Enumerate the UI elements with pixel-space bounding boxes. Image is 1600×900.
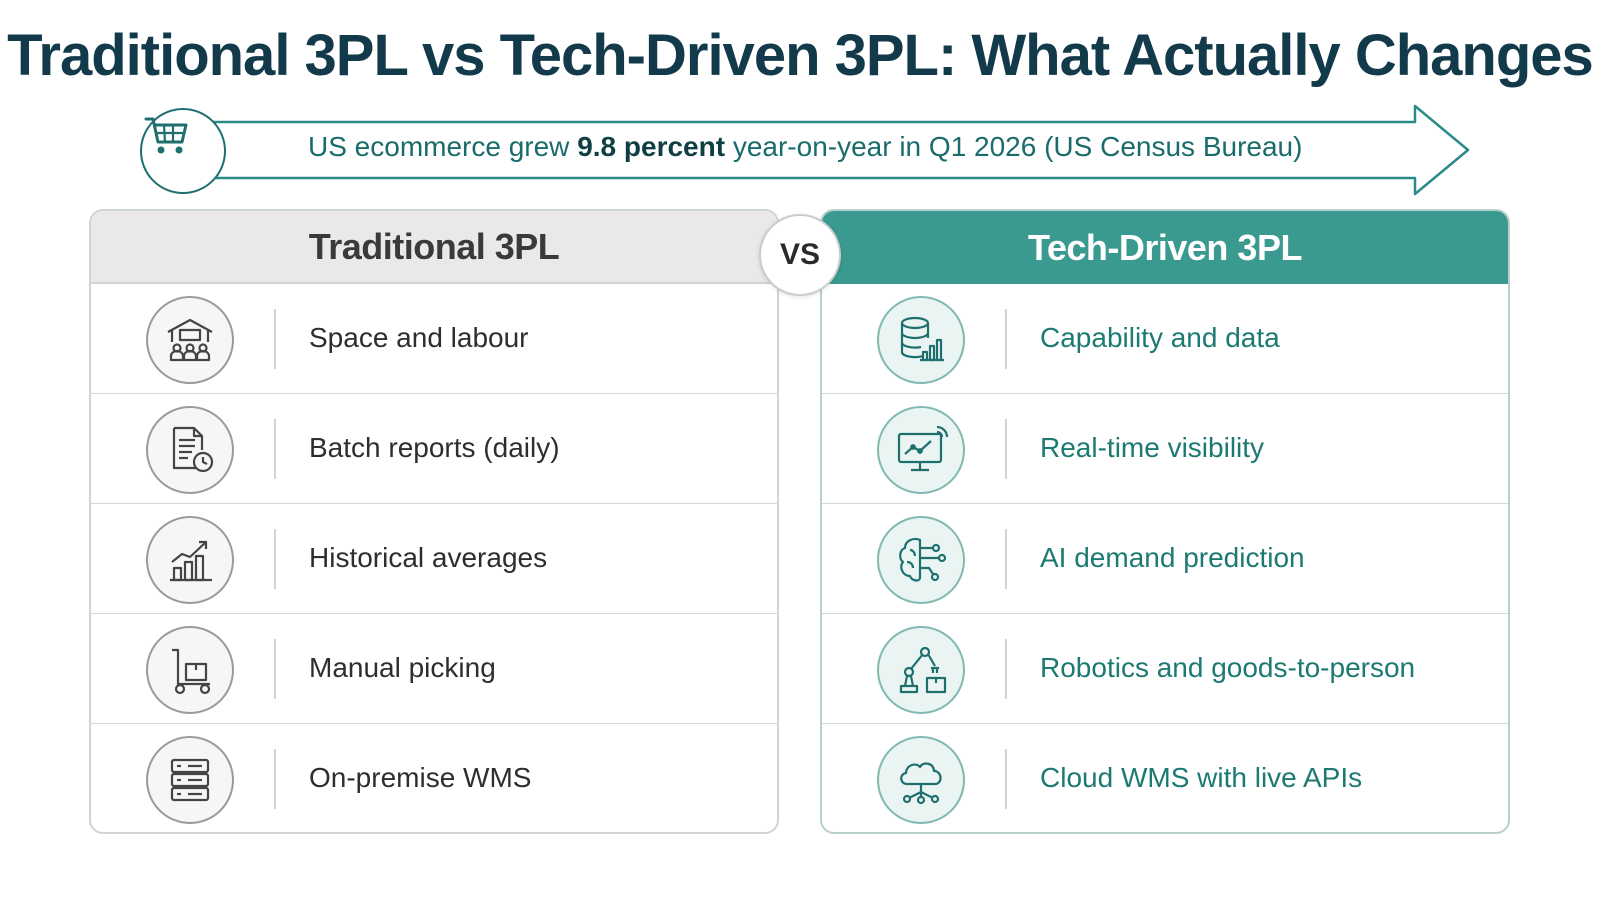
- row-divider: [1005, 639, 1007, 699]
- traditional-heading: Traditional 3PL: [91, 211, 777, 284]
- row-label: Cloud WMS with live APIs: [1040, 762, 1363, 793]
- banner-arrow: [183, 104, 1470, 196]
- row-divider: [1005, 309, 1007, 369]
- row-label: AI demand prediction: [1040, 542, 1305, 573]
- shopping-cart-icon: [140, 108, 226, 194]
- page-title: Traditional 3PL vs Tech-Driven 3PL: What…: [7, 23, 1594, 88]
- row-divider: [274, 309, 276, 369]
- row-divider: [274, 419, 276, 479]
- row-divider: [1005, 529, 1007, 589]
- list-item: AI demand prediction: [822, 504, 1508, 614]
- row-label: Space and labour: [309, 322, 529, 353]
- row-label: Robotics and goods-to-person: [1040, 652, 1416, 683]
- row-label: Real-time visibility: [1040, 432, 1265, 463]
- cloud-network-icon: [877, 736, 965, 824]
- banner-statistic: US ecommerce grew 9.8 percent year-on-ye…: [308, 131, 1302, 163]
- list-item: Batch reports (daily): [91, 394, 777, 504]
- list-item: Real-time visibility: [822, 394, 1508, 504]
- row-divider: [274, 529, 276, 589]
- database-chart-icon: [877, 296, 965, 384]
- row-label: Capability and data: [1040, 322, 1280, 353]
- bar-chart-trend-icon: [146, 516, 234, 604]
- tech-panel: Tech-Driven 3PL Capability and data: [820, 209, 1510, 834]
- list-item: Space and labour: [91, 284, 777, 394]
- list-item: Robotics and goods-to-person: [822, 614, 1508, 724]
- traditional-panel: Traditional 3PL Space and labour: [89, 209, 779, 834]
- monitor-live-icon: [877, 406, 965, 494]
- row-divider: [1005, 749, 1007, 809]
- list-item: Manual picking: [91, 614, 777, 724]
- stat-banner: US ecommerce grew 9.8 percent year-on-ye…: [140, 104, 1500, 196]
- row-label: Manual picking: [309, 652, 496, 683]
- warehouse-workers-icon: [146, 296, 234, 384]
- row-divider: [1005, 419, 1007, 479]
- row-label: On-premise WMS: [309, 762, 532, 793]
- row-label: Batch reports (daily): [309, 432, 560, 463]
- list-item: On-premise WMS: [91, 724, 777, 832]
- banner-text-before: US ecommerce grew: [308, 131, 578, 162]
- robot-arm-icon: [877, 626, 965, 714]
- list-item: Cloud WMS with live APIs: [822, 724, 1508, 832]
- hand-cart-icon: [146, 626, 234, 714]
- row-divider: [274, 639, 276, 699]
- vs-badge: VS: [759, 214, 841, 296]
- banner-highlight: 9.8 percent: [577, 131, 726, 162]
- list-item: Historical averages: [91, 504, 777, 614]
- list-item: Capability and data: [822, 284, 1508, 394]
- server-rack-icon: [146, 736, 234, 824]
- report-clock-icon: [146, 406, 234, 494]
- banner-text-after: year-on-year in Q1 2026 (US Census Burea…: [725, 131, 1303, 162]
- row-label: Historical averages: [309, 542, 548, 573]
- ai-brain-icon: [877, 516, 965, 604]
- row-divider: [274, 749, 276, 809]
- tech-heading: Tech-Driven 3PL: [822, 211, 1508, 284]
